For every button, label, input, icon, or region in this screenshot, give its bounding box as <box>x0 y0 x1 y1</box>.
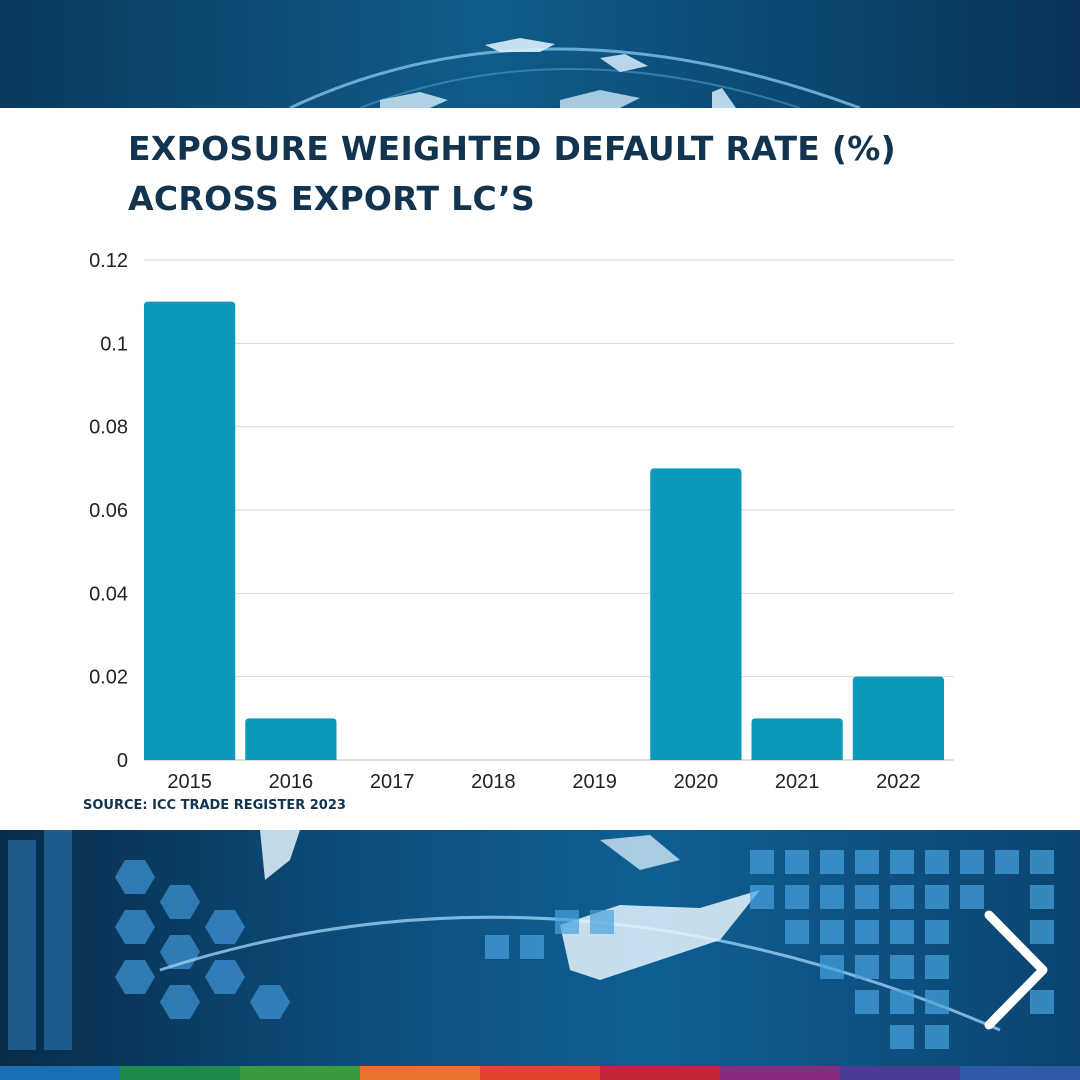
stripe-segment <box>600 1066 720 1080</box>
x-axis-ticks: 2015 2016 2017 2018 2019 2020 2021 2022 <box>167 771 920 793</box>
y-tick-label: 0.1 <box>100 333 128 355</box>
next-slide-button[interactable] <box>975 905 1055 1040</box>
y-tick-label: 0.12 <box>89 250 128 272</box>
y-tick-label: 0.06 <box>89 500 128 522</box>
stripe-segment <box>0 1066 120 1080</box>
stripe-segment <box>720 1066 840 1080</box>
color-stripe <box>0 1066 1080 1080</box>
chevron-right-icon <box>984 910 1048 1030</box>
y-tick-label: 0.08 <box>89 417 128 439</box>
y-axis-ticks: 0 0.02 0.04 0.06 0.08 0.1 0.12 <box>89 250 128 772</box>
y-tick-label: 0.02 <box>89 667 128 689</box>
grid-lines <box>144 259 954 761</box>
bar-2021 <box>751 718 843 760</box>
stripe-segment <box>840 1066 960 1080</box>
x-tick-label: 2016 <box>269 771 314 793</box>
source-note: SOURCE: ICC TRADE REGISTER 2023 <box>83 798 346 813</box>
x-tick-label: 2018 <box>471 771 516 793</box>
bars <box>144 301 944 760</box>
stripe-segment <box>360 1066 480 1080</box>
globe-graphic <box>289 38 861 108</box>
chart-title-line-2: ACROSS EXPORT LC’S <box>128 179 536 218</box>
stripe-segment <box>240 1066 360 1080</box>
stripe-segment <box>960 1066 1080 1080</box>
x-tick-label: 2022 <box>876 771 921 793</box>
chart-title: EXPOSURE WEIGHTED DEFAULT RATE (%) ACROS… <box>128 124 1008 224</box>
x-tick-label: 2019 <box>572 771 617 793</box>
x-tick-label: 2021 <box>775 771 820 793</box>
chart-title-line-1: EXPOSURE WEIGHTED DEFAULT RATE (%) <box>128 129 897 168</box>
header-banner <box>0 0 1080 108</box>
x-tick-label: 2015 <box>167 771 212 793</box>
stripe-segment <box>120 1066 240 1080</box>
finance-graphic <box>8 830 1054 1050</box>
footer-banner <box>0 830 1080 1066</box>
x-tick-label: 2017 <box>370 771 415 793</box>
bar-2016 <box>245 718 337 760</box>
bar-2015 <box>144 301 236 760</box>
x-tick-label: 2020 <box>674 771 719 793</box>
stripe-segment <box>480 1066 600 1080</box>
y-tick-label: 0 <box>117 750 128 772</box>
bar-chart: 00.020.040.060.080.10.12 2015 2016 2017 201… <box>89 250 954 793</box>
bar-2020 <box>650 468 742 760</box>
y-tick-label: 0.04 <box>89 583 128 605</box>
bar-2022 <box>852 676 944 760</box>
